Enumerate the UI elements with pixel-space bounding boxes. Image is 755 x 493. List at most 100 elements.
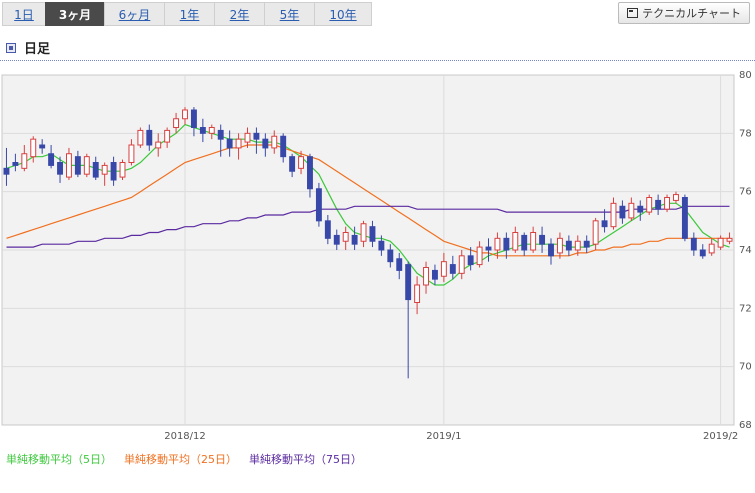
candle-body — [315, 188, 322, 222]
y-tick-label: 70 — [739, 362, 752, 373]
candle-body — [164, 129, 171, 143]
ma-line-0 — [6, 123, 730, 286]
candle-body — [467, 255, 474, 266]
square-bullet-icon — [6, 42, 16, 53]
period-tabs: 1日 3ヶ月 6ヶ月 1年 2年 5年 10年 — [2, 2, 372, 26]
candle-body — [378, 240, 385, 251]
candle-body — [244, 132, 251, 143]
candle-body — [485, 246, 492, 251]
x-tick-label: 2019/2 — [703, 431, 738, 442]
candle-body — [637, 205, 644, 213]
y-tick-label: 72 — [739, 303, 752, 314]
candle-body — [681, 197, 688, 239]
legend-ma25: 単純移動平均（25日） — [124, 453, 237, 466]
y-tick-label: 76 — [739, 187, 752, 198]
candle-body — [298, 156, 305, 169]
candle-body — [280, 135, 287, 158]
candle-body — [226, 138, 233, 149]
candle-body — [155, 141, 162, 149]
section-header: 日足 — [6, 38, 50, 57]
candle-body — [592, 220, 599, 245]
candle-body — [565, 240, 572, 251]
candle-body — [396, 258, 403, 271]
candle-body — [208, 127, 215, 134]
candle-body — [342, 232, 349, 242]
tab-1-year[interactable]: 1年 — [164, 2, 215, 26]
candle-body — [708, 243, 715, 254]
candle-body — [414, 284, 421, 303]
candle-body — [494, 237, 501, 251]
candle-body — [387, 249, 394, 263]
candle-body — [30, 138, 37, 158]
candle-body — [431, 269, 438, 280]
candle-body — [110, 162, 117, 181]
candle-body — [83, 156, 90, 175]
candle-body — [646, 197, 653, 213]
candle-body — [503, 237, 510, 251]
candle-body — [39, 144, 46, 149]
candle-body — [137, 129, 144, 146]
candle-body — [405, 264, 412, 301]
y-tick-label: 80 — [739, 70, 752, 81]
candle-body — [476, 246, 483, 266]
candle-body — [673, 194, 679, 201]
candle-body — [440, 261, 447, 277]
candle-body — [601, 220, 608, 228]
candle-body — [369, 226, 376, 242]
tab-1-day[interactable]: 1日 — [2, 2, 46, 26]
section-title: 日足 — [24, 42, 51, 57]
candle-body — [182, 109, 188, 120]
candle-body — [512, 232, 519, 251]
candle-body — [690, 237, 697, 251]
candle-body — [449, 264, 456, 274]
candle-body — [574, 240, 581, 251]
technical-chart-button[interactable]: テクニカルチャート — [618, 2, 750, 24]
tab-6-months[interactable]: 6ヶ月 — [104, 2, 165, 26]
candle-body — [271, 135, 278, 149]
candle-body — [199, 127, 206, 134]
candle-body — [128, 144, 135, 163]
candle-body — [664, 197, 671, 210]
candle-body — [583, 240, 590, 248]
ma-line-2 — [6, 205, 730, 248]
candle-body — [65, 153, 72, 178]
candle-body — [21, 153, 28, 169]
candle-body — [289, 156, 296, 172]
candle-body — [92, 162, 99, 178]
window-icon — [627, 8, 639, 18]
tab-5-years[interactable]: 5年 — [264, 2, 315, 26]
candle-body — [726, 237, 733, 242]
candle-body — [190, 109, 197, 128]
candle-body — [101, 164, 108, 175]
candle-body — [217, 129, 224, 140]
ma-line-1 — [6, 144, 730, 257]
tab-3-months[interactable]: 3ヶ月 — [45, 2, 105, 26]
candle-body — [146, 129, 153, 146]
candle-body — [628, 202, 635, 219]
legend-ma75: 単純移動平均（75日） — [249, 453, 362, 466]
candle-body — [423, 267, 429, 286]
candle-body — [119, 162, 126, 178]
candle-body — [539, 234, 546, 245]
candle-body — [351, 234, 358, 245]
candle-body — [699, 249, 706, 257]
candle-body — [458, 255, 465, 274]
legend: 単純移動平均（5日） 単純移動平均（25日） 単純移動平均（75日） — [6, 451, 362, 467]
tab-10-years[interactable]: 10年 — [314, 2, 372, 26]
candle-body — [235, 138, 242, 149]
x-tick-label: 2018/12 — [164, 431, 206, 442]
legend-ma5: 単純移動平均（5日） — [6, 453, 112, 466]
candle-body — [324, 220, 331, 239]
candle-body — [360, 223, 367, 242]
y-tick-label: 68 — [739, 420, 752, 431]
candle-body — [717, 237, 724, 248]
tab-2-years[interactable]: 2年 — [214, 2, 265, 26]
x-tick-label: 2019/1 — [426, 431, 461, 442]
candle-body — [610, 202, 617, 228]
candle-body — [3, 167, 10, 175]
candle-body — [48, 153, 55, 166]
candle-body — [262, 138, 269, 149]
candle-body — [619, 205, 626, 219]
candle-body — [556, 237, 563, 254]
candle-body — [521, 234, 528, 251]
